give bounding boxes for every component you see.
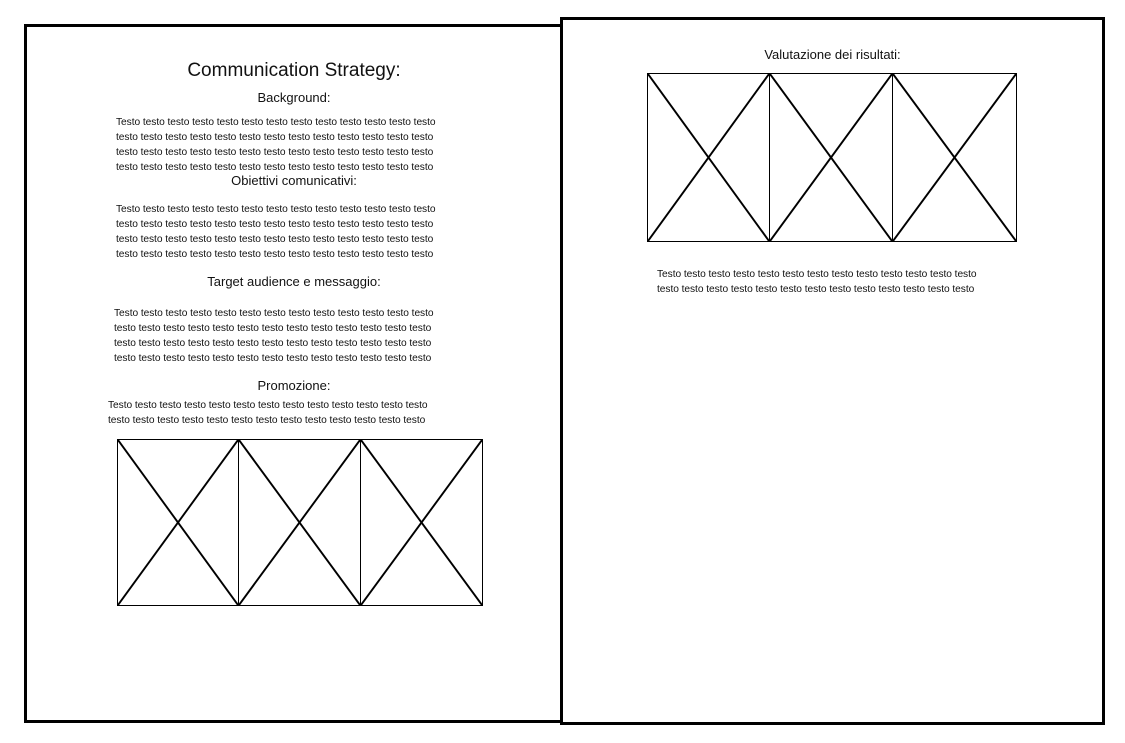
image-placeholder [239, 439, 361, 606]
section-text-background: Testo testo testo testo testo testo test… [116, 117, 436, 173]
section-heading-valutazione: Valutazione dei risultati: [764, 47, 901, 62]
image-placeholder [770, 73, 893, 242]
right-page: Valutazione dei risultati: Testo testo t… [560, 17, 1105, 725]
page-title: Communication Strategy: [187, 60, 401, 81]
section-heading-target: Target audience e messaggio: [207, 274, 381, 289]
section-text-obiettivi: Testo testo testo testo testo testo test… [116, 204, 436, 260]
image-placeholder [361, 439, 483, 606]
section-heading-promozione: Promozione: [257, 378, 331, 393]
section-heading-obiettivi: Obiettivi comunicativi: [231, 173, 357, 188]
section-text-valutazione: Testo testo testo testo testo testo test… [657, 269, 977, 295]
section-heading-background: Background: [257, 90, 331, 105]
image-placeholder-strip [647, 73, 1017, 242]
image-placeholder [893, 73, 1017, 242]
image-placeholder [117, 439, 239, 606]
left-page: Communication Strategy: Background: Test… [24, 24, 564, 723]
image-placeholder-strip [117, 439, 483, 606]
section-text-target: Testo testo testo testo testo testo test… [114, 308, 434, 364]
image-placeholder [647, 73, 770, 242]
section-text-promozione: Testo testo testo testo testo testo test… [108, 400, 428, 426]
